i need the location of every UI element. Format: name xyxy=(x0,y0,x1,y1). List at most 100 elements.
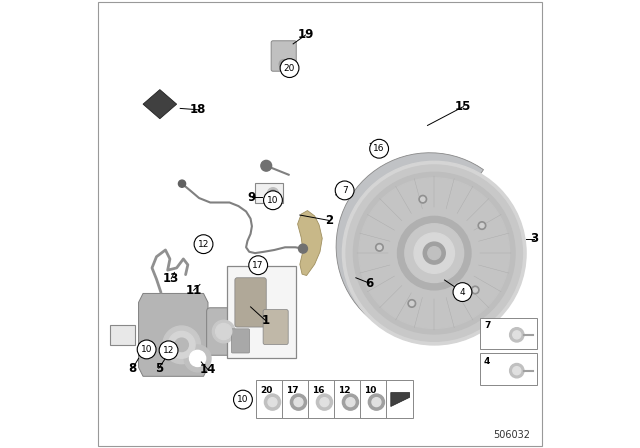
Circle shape xyxy=(179,180,186,187)
Circle shape xyxy=(264,191,282,210)
Circle shape xyxy=(264,394,280,410)
Circle shape xyxy=(410,302,414,306)
Circle shape xyxy=(163,326,200,364)
Text: 5: 5 xyxy=(155,362,163,375)
Circle shape xyxy=(335,181,354,200)
Circle shape xyxy=(372,398,381,407)
FancyBboxPatch shape xyxy=(227,266,296,358)
Polygon shape xyxy=(391,392,410,406)
Circle shape xyxy=(268,188,278,198)
FancyBboxPatch shape xyxy=(207,308,241,355)
Circle shape xyxy=(212,320,235,343)
FancyBboxPatch shape xyxy=(255,183,284,203)
FancyBboxPatch shape xyxy=(308,380,335,418)
FancyBboxPatch shape xyxy=(360,380,387,418)
Circle shape xyxy=(471,286,479,294)
Text: 7: 7 xyxy=(484,321,490,330)
Circle shape xyxy=(261,160,271,171)
FancyBboxPatch shape xyxy=(271,41,296,71)
Text: 10: 10 xyxy=(268,196,278,205)
Circle shape xyxy=(168,332,195,358)
Circle shape xyxy=(419,195,427,203)
Polygon shape xyxy=(336,153,483,318)
Text: 9: 9 xyxy=(248,190,256,204)
Circle shape xyxy=(194,235,213,254)
Circle shape xyxy=(184,345,211,372)
Circle shape xyxy=(175,338,188,352)
Text: 17: 17 xyxy=(252,261,264,270)
Circle shape xyxy=(346,398,355,407)
Circle shape xyxy=(294,398,303,407)
Circle shape xyxy=(270,190,276,196)
Circle shape xyxy=(359,178,509,328)
Circle shape xyxy=(249,256,268,275)
Text: 2: 2 xyxy=(325,214,333,227)
Text: 14: 14 xyxy=(200,363,216,376)
Circle shape xyxy=(480,224,484,228)
Circle shape xyxy=(414,233,454,273)
Circle shape xyxy=(453,283,472,302)
Text: 12: 12 xyxy=(338,386,351,395)
Circle shape xyxy=(268,398,277,407)
Text: 20: 20 xyxy=(260,386,273,395)
Circle shape xyxy=(316,394,333,410)
Circle shape xyxy=(509,363,524,378)
Circle shape xyxy=(342,161,526,345)
Circle shape xyxy=(279,60,288,69)
Circle shape xyxy=(397,216,471,290)
FancyBboxPatch shape xyxy=(480,318,537,349)
Circle shape xyxy=(408,300,416,307)
Polygon shape xyxy=(298,211,323,276)
FancyBboxPatch shape xyxy=(256,380,283,418)
Circle shape xyxy=(342,394,358,410)
Text: 1: 1 xyxy=(261,314,269,327)
Polygon shape xyxy=(139,293,208,376)
Text: 11: 11 xyxy=(186,284,202,297)
FancyBboxPatch shape xyxy=(334,380,361,418)
Circle shape xyxy=(280,59,299,78)
Circle shape xyxy=(159,341,178,360)
Circle shape xyxy=(378,245,381,250)
Circle shape xyxy=(346,165,522,341)
FancyBboxPatch shape xyxy=(235,278,266,327)
Circle shape xyxy=(234,390,252,409)
Text: 3: 3 xyxy=(530,232,538,246)
FancyBboxPatch shape xyxy=(480,353,537,385)
FancyBboxPatch shape xyxy=(110,325,135,345)
Circle shape xyxy=(405,224,463,283)
Text: 18: 18 xyxy=(190,103,206,116)
Text: 12: 12 xyxy=(198,240,209,249)
Text: 506032: 506032 xyxy=(493,430,531,440)
Circle shape xyxy=(291,394,307,410)
Circle shape xyxy=(423,242,445,264)
Text: 6: 6 xyxy=(365,276,373,290)
Circle shape xyxy=(376,244,383,251)
Polygon shape xyxy=(143,90,177,119)
Text: 4: 4 xyxy=(460,288,465,297)
Text: 16: 16 xyxy=(373,144,385,153)
Circle shape xyxy=(216,323,232,340)
Circle shape xyxy=(137,340,156,359)
Text: 12: 12 xyxy=(163,346,174,355)
Text: 10: 10 xyxy=(237,395,249,404)
Circle shape xyxy=(320,398,329,407)
Circle shape xyxy=(428,247,441,259)
Polygon shape xyxy=(355,189,381,304)
Circle shape xyxy=(298,244,307,253)
FancyBboxPatch shape xyxy=(386,380,413,418)
Circle shape xyxy=(189,350,205,366)
Circle shape xyxy=(369,394,385,410)
Circle shape xyxy=(513,366,521,375)
Text: 8: 8 xyxy=(129,362,137,375)
Text: 4: 4 xyxy=(484,357,490,366)
Text: 10: 10 xyxy=(364,386,376,395)
Text: 10: 10 xyxy=(141,345,152,354)
Text: 20: 20 xyxy=(284,64,295,73)
Circle shape xyxy=(370,139,388,158)
Text: 13: 13 xyxy=(163,272,179,285)
Circle shape xyxy=(420,197,425,201)
FancyBboxPatch shape xyxy=(263,310,288,345)
Circle shape xyxy=(509,327,524,342)
Circle shape xyxy=(473,288,477,292)
FancyBboxPatch shape xyxy=(231,329,250,353)
